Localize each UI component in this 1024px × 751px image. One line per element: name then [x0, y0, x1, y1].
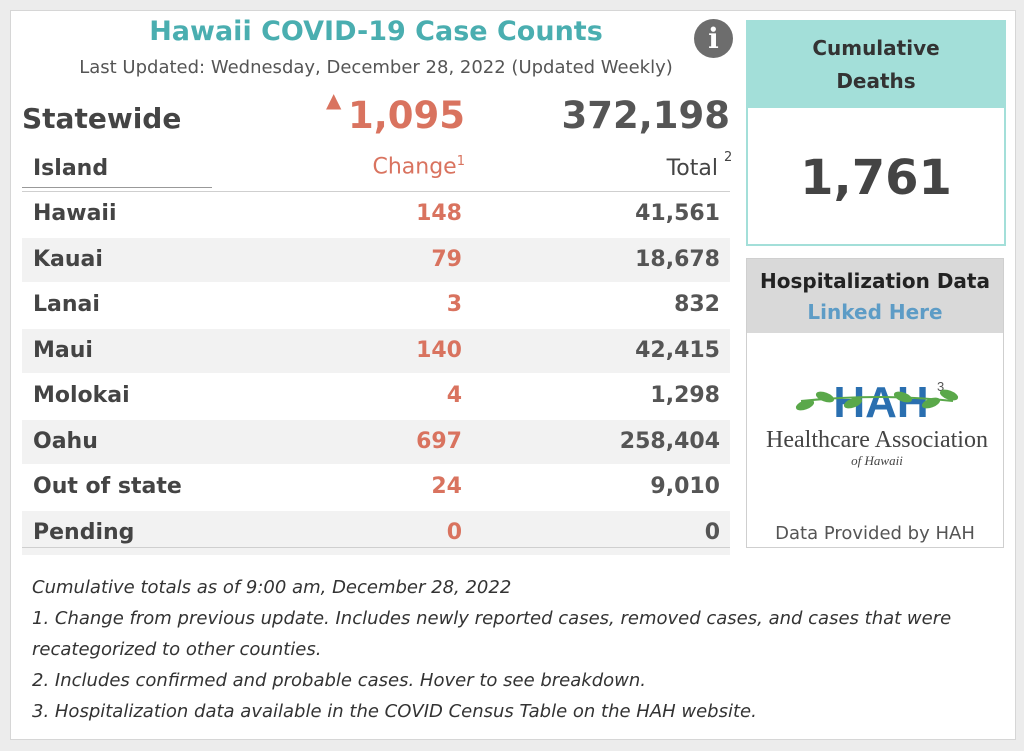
table-bottom-divider — [22, 547, 730, 548]
header-divider — [22, 191, 730, 192]
deaths-card-header: Cumulative Deaths — [748, 22, 1004, 108]
column-header-total[interactable]: Total — [666, 156, 718, 181]
cumulative-deaths-card[interactable]: Cumulative Deaths 1,761 — [746, 20, 1006, 246]
table-row[interactable]: Kauai 79 18,678 — [22, 237, 730, 283]
hah-logo[interactable]: HAH 3 Healthcare Association of Hawaii — [753, 375, 1001, 475]
table-row[interactable]: Hawaii 148 41,561 — [22, 192, 730, 238]
island-change: 24 — [431, 474, 462, 499]
island-total: 832 — [674, 292, 720, 317]
island-change: 79 — [431, 246, 462, 272]
island-change: 3 — [446, 292, 462, 317]
last-updated-text: Last Updated: Wednesday, December 28, 20… — [79, 57, 673, 78]
table-row[interactable]: Pending 0 0 — [22, 510, 730, 556]
table-row[interactable]: Molokai 4 1,298 — [22, 374, 730, 420]
hospitalization-link[interactable]: Linked Here — [807, 300, 943, 324]
footnote-1: 1. Change from previous update. Includes… — [32, 608, 952, 660]
leaf-vine-icon — [795, 389, 959, 411]
island-total: 42,415 — [635, 337, 720, 363]
hah-logo-footnote: 3 — [937, 379, 944, 394]
island-change: 148 — [416, 201, 462, 226]
footnote-cumulative: Cumulative totals as of 9:00 am, Decembe… — [32, 577, 512, 598]
info-icon[interactable]: i — [694, 19, 733, 58]
table-row[interactable]: Out of state 24 9,010 — [22, 465, 730, 511]
island-name: Out of state — [33, 474, 182, 499]
statewide-label: Statewide — [22, 102, 182, 135]
statewide-total-value: 372,198 — [561, 94, 730, 137]
change-header-label: Change — [372, 154, 457, 180]
hah-logo-org-name: Healthcare Association — [766, 427, 988, 453]
table-row[interactable]: Oahu 697 258,404 — [22, 419, 730, 465]
hah-logo-subtitle: of Hawaii — [851, 453, 903, 468]
island-change: 0 — [446, 519, 462, 545]
island-name: Lanai — [33, 292, 100, 317]
total-footnote-marker: 2 — [724, 150, 733, 165]
column-header-change[interactable]: Change1 — [300, 154, 465, 179]
table-row[interactable]: Maui 140 42,415 — [22, 328, 730, 374]
footnote-2: 2. Includes confirmed and probable cases… — [32, 670, 647, 691]
data-provider-caption: Data Provided by HAH — [775, 523, 975, 544]
island-name: Pending — [33, 519, 135, 545]
island-name: Kauai — [33, 246, 103, 272]
up-arrow-icon: ▲ — [326, 88, 342, 112]
island-total: 41,561 — [635, 201, 720, 226]
page-title: Hawaii COVID-19 Case Counts — [149, 16, 603, 47]
island-name: Molokai — [33, 383, 130, 408]
deaths-heading-line1: Cumulative — [812, 36, 940, 60]
footnote-3: 3. Hospitalization data available in the… — [32, 701, 757, 722]
island-name: Hawaii — [33, 201, 117, 226]
island-total: 1,298 — [650, 383, 720, 408]
island-total: 0 — [704, 519, 720, 545]
island-name: Maui — [33, 337, 93, 363]
column-header-underline — [22, 187, 212, 188]
deaths-heading-line2: Deaths — [836, 69, 916, 93]
island-total: 9,010 — [650, 474, 720, 499]
hospitalization-header: Hospitalization Data Linked Here — [747, 259, 1003, 333]
island-change: 140 — [416, 337, 462, 363]
island-table: Hawaii 148 41,561 Kauai 79 18,678 Lanai … — [22, 192, 730, 556]
hospitalization-title: Hospitalization Data — [760, 269, 990, 293]
column-header-island[interactable]: Island — [33, 156, 109, 181]
island-name: Oahu — [33, 428, 98, 454]
island-total: 258,404 — [619, 428, 720, 454]
island-change: 697 — [416, 428, 462, 454]
statewide-change-value: 1,095 — [347, 94, 465, 137]
deaths-value: 1,761 — [800, 150, 952, 206]
footnotes: Cumulative totals as of 9:00 am, Decembe… — [32, 572, 992, 727]
hospitalization-card: Hospitalization Data Linked Here HAH 3 H… — [746, 258, 1004, 548]
change-footnote-marker: 1 — [456, 154, 465, 169]
table-row[interactable]: Lanai 3 832 — [22, 283, 730, 329]
island-change: 4 — [446, 383, 462, 408]
island-total: 18,678 — [635, 246, 720, 272]
